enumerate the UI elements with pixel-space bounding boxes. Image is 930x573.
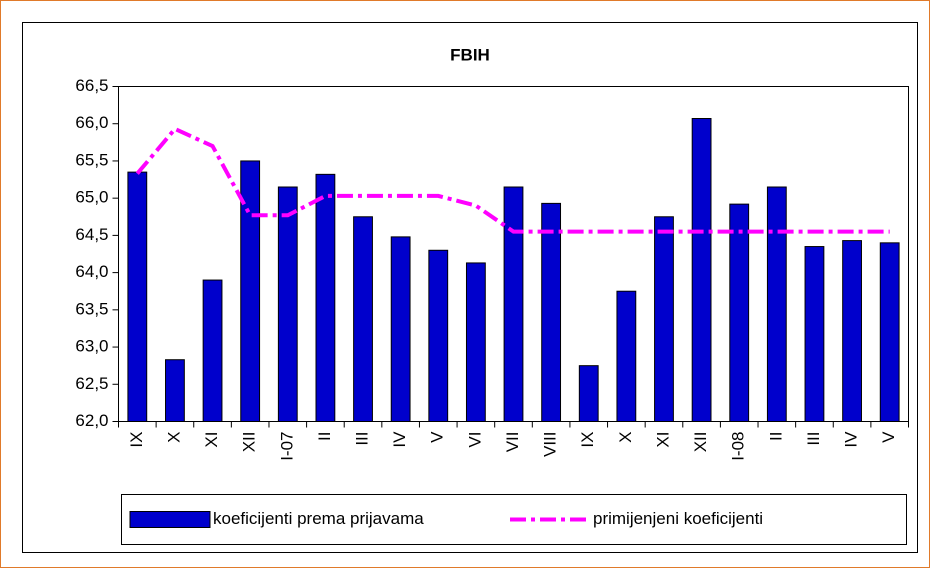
bar	[616, 290, 637, 422]
bar	[277, 186, 298, 422]
x-tick-label: XI	[202, 432, 221, 448]
x-tick-label: IV	[842, 431, 861, 448]
bar	[578, 365, 599, 422]
line	[135, 126, 890, 234]
bar	[390, 236, 411, 422]
bar	[654, 216, 674, 422]
x-tick-label: XI	[653, 432, 672, 448]
y-tick-label: 65,0	[75, 188, 108, 207]
x-tick-label: IX	[578, 432, 597, 448]
x-tick-label: IV	[390, 431, 409, 448]
bar	[541, 202, 562, 422]
bar	[165, 359, 185, 423]
bar	[428, 249, 449, 422]
bar	[842, 240, 862, 422]
y-tick-label: 62,5	[75, 374, 108, 393]
x-tick-label: XII	[240, 432, 259, 453]
x-tick-label: II	[766, 432, 785, 441]
bar	[804, 246, 825, 422]
x-tick-label: II	[315, 432, 334, 441]
x-tick-label: X	[164, 432, 183, 443]
bar	[691, 118, 712, 422]
bar	[465, 262, 486, 422]
x-tick-label: III	[353, 432, 372, 446]
x-tick-label: VII	[503, 432, 522, 453]
legend-label: primijenjeni koeficijenti	[593, 509, 763, 528]
bar	[503, 186, 524, 422]
y-tick-label: 66,5	[75, 76, 108, 95]
x-tick-label: V	[428, 431, 447, 443]
bar	[879, 242, 900, 422]
x-tick-label: V	[879, 431, 898, 443]
y-tick-label: 63,0	[75, 337, 108, 356]
x-tick-label: III	[804, 432, 823, 446]
y-tick-label: 63,5	[75, 299, 108, 318]
y-tick-label: 62,0	[75, 411, 108, 430]
legend-label: koeficijenti prema prijavama	[213, 509, 424, 528]
x-tick-label: XII	[691, 432, 710, 453]
y-tick-label: 64,0	[75, 262, 108, 281]
x-tick-label: I-07	[277, 432, 296, 461]
x-tick-label: VI	[465, 432, 484, 448]
x-tick-label: I-08	[729, 432, 748, 461]
bar	[127, 171, 148, 422]
bar	[202, 279, 223, 422]
legend-swatch	[129, 511, 211, 528]
bar	[729, 203, 750, 422]
bar	[353, 216, 373, 422]
chart-title: FBIH	[450, 45, 490, 64]
bar	[240, 160, 261, 422]
x-tick-label: IX	[127, 432, 146, 448]
y-tick-label: 64,5	[75, 225, 108, 244]
bar	[315, 173, 336, 422]
y-tick-label: 66,0	[75, 113, 108, 132]
y-tick-label: 65,5	[75, 150, 108, 169]
bar	[766, 186, 787, 422]
x-tick-label: VIII	[541, 432, 560, 458]
x-tick-label: X	[616, 432, 635, 443]
